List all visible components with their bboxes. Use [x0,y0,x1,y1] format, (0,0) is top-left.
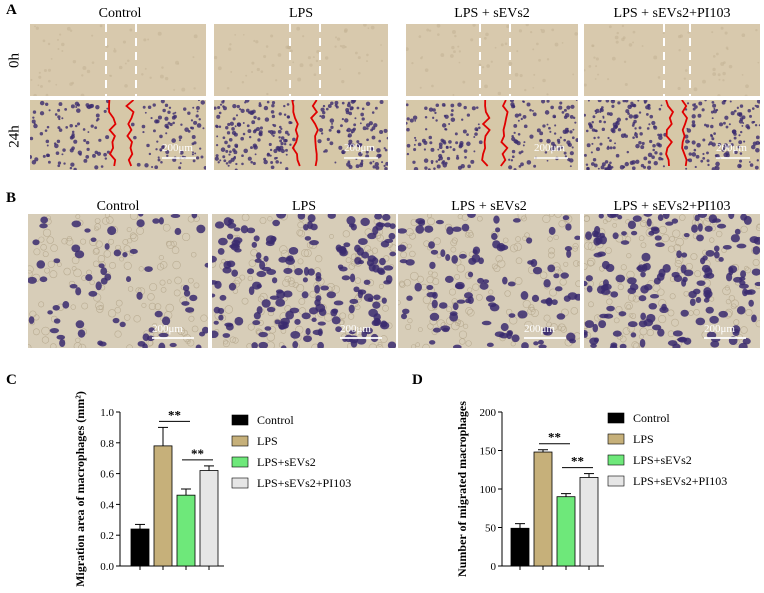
y-axis-label: Number of migrated macrophages [455,401,469,577]
y-tick-label: 0.6 [100,469,114,481]
transwell-micrograph-1 [28,214,208,348]
legend-swatch [231,456,249,468]
y-tick-label: 1.0 [100,407,114,419]
bar-control [510,527,530,567]
panel-a-col-lps-sevs2: LPS + sEVs2 [454,6,530,21]
legend-entry: LPS [633,432,654,446]
scale-bar-label: 200μm [524,323,555,335]
scratch-micrograph-24h-2 [214,100,388,170]
legend-entry: LPS+sEVs2 [633,453,692,467]
scratch-micrograph-24h-4 [584,100,760,170]
panel-label-a: A [6,2,17,18]
scratch-micrograph-0h-1 [30,24,206,96]
y-axis-label: Migration area of macrophages (mm²) [73,391,87,587]
legend-swatch [231,435,249,447]
bar-lps-sevs2-pi103 [199,470,219,567]
scratch-micrograph-24h-1 [30,100,206,170]
panel-a-col-lps: LPS [288,6,314,21]
panel-label-d: D [412,372,423,388]
transwell-micrograph-2 [212,214,396,348]
significance-label: ** [571,454,584,469]
panel-a-col-lps-sevs2-pi103: LPS + sEVs2+PI103 [613,6,731,21]
panel-b-col-lps-sevs2: LPS + sEVs2 [451,199,527,214]
scratch-micrograph-0h-2 [214,24,388,96]
legend-entry: LPS+sEVs2 [257,455,316,469]
scale-bar-label: 200μm [162,142,193,154]
y-tick-label: 100 [480,484,497,496]
legend-swatch [607,454,625,466]
panel-a-row-24h: 24h [6,125,23,148]
bar-lps-sevs2 [556,496,576,567]
scale-bar-label: 200μm [344,142,375,154]
bar-lps-sevs2 [176,494,196,567]
scale-bar-label: 200μm [534,142,565,154]
legend-swatch [231,477,249,489]
panel-b-col-lps: LPS [291,199,317,214]
y-tick-label: 0.4 [100,499,114,511]
bar-control [130,528,150,567]
transwell-micrograph-3 [398,214,580,348]
chart-d-migrated-count: Number of migrated macrophages 0 50 100 150 2… [455,401,727,577]
scale-bar-label: 200μm [704,323,735,335]
legend-swatch [607,412,625,424]
y-tick-label: 0.2 [100,530,114,542]
panel-label-b: B [6,190,17,206]
legend-swatch [607,475,625,487]
scale-bar-label: 200μm [152,323,183,335]
y-tick-label: 0 [491,561,497,573]
bar-lps-sevs2-pi103 [579,477,599,567]
legend-entry: Control [633,411,670,425]
y-tick-label: 50 [485,523,497,535]
bar-lps [533,451,553,567]
transwell-micrograph-4 [584,214,760,348]
legend-entry: Control [257,413,294,427]
scale-bar-label: 200μm [716,142,747,154]
significance-label: ** [548,430,561,445]
panel-a-row-0h: 0h [6,53,23,68]
scratch-micrograph-0h-3 [406,24,578,96]
legend-swatch [231,414,249,426]
y-tick-label: 0.0 [100,561,114,573]
chart-c-migration-area: Migration area of macrophages (mm²) 0.0 0.… [73,391,351,587]
legend-swatch [607,433,625,445]
legend-entry: LPS [257,434,278,448]
panel-b-col-control: Control [96,199,140,214]
panel-label-c: C [6,372,17,388]
panel-b-col-lps-sevs2-pi103: LPS + sEVs2+PI103 [613,199,731,214]
y-tick-label: 150 [480,446,497,458]
panel-a-col-control: Control [98,6,142,21]
scratch-micrograph-0h-4 [584,24,760,96]
significance-label: ** [191,446,204,461]
significance-label: ** [168,407,181,422]
legend-entry: LPS+sEVs2+PI103 [633,474,727,488]
y-tick-label: 200 [480,407,497,419]
bar-lps [153,445,173,567]
scratch-micrograph-24h-3 [406,100,578,170]
scale-bar-label: 200μm [340,323,371,335]
y-tick-label: 0.8 [100,438,114,450]
legend-entry: LPS+sEVs2+PI103 [257,476,351,490]
